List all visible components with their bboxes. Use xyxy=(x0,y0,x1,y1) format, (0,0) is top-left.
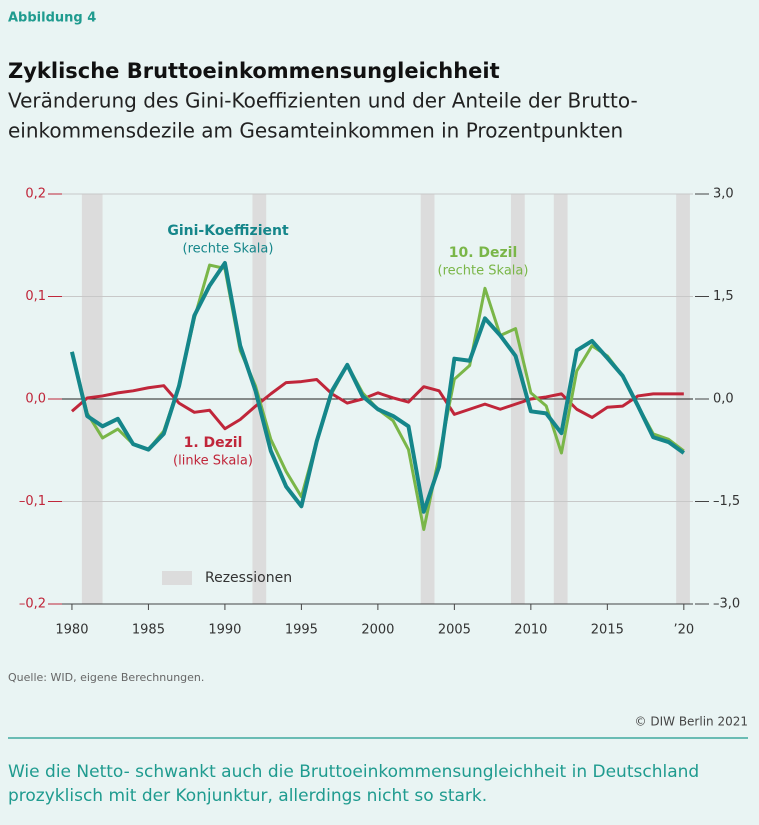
series-note: (rechte Skala) xyxy=(183,242,274,257)
legend-label: Rezessionen xyxy=(205,570,292,586)
y-tick-label: 0,0 xyxy=(25,392,46,407)
y-tick-label: 0,2 xyxy=(25,187,46,202)
x-tick-label: 1985 xyxy=(132,623,165,638)
x-tick-label: 1980 xyxy=(55,623,88,638)
x-tick-label: 2015 xyxy=(591,623,624,638)
x-tick-label: 1995 xyxy=(285,623,318,638)
chart-title: Zyklische Bruttoeinkommensungleichheit xyxy=(8,59,500,83)
series-note: (linke Skala) xyxy=(173,454,253,469)
plot: 0,2 0,1 0,0 –0,1 –0,2 3,0 1,5 0,0 –1,5 –3,0 1980 19… xyxy=(19,187,740,638)
y2-tick-label: 1,5 xyxy=(713,289,734,304)
subtitle: einkommensdezile am Gesamteinkommen in P… xyxy=(8,119,623,143)
series-label: 1. Dezil xyxy=(184,435,243,451)
y-tick-label: –0,2 xyxy=(19,597,46,612)
x-tick-label: 2005 xyxy=(438,623,471,638)
copyright: © DIW Berlin 2021 xyxy=(635,715,748,729)
x-tick-label: 2000 xyxy=(361,623,394,638)
series-line xyxy=(70,263,685,532)
y2-tick-label: 3,0 xyxy=(713,187,734,202)
series-line xyxy=(69,261,685,514)
series-label: 10. Dezil xyxy=(449,245,518,261)
y2-tick-label: –3,0 xyxy=(713,597,740,612)
series-line xyxy=(70,378,684,431)
x-tick-label: 1990 xyxy=(208,623,241,638)
source: Quelle: WID, eigene Berechnungen. xyxy=(8,671,204,684)
x-tick-label: ’20 xyxy=(673,623,694,638)
y2-tick-label: –1,5 xyxy=(713,494,740,509)
legend-swatch xyxy=(162,571,192,585)
x-tick-label: 2010 xyxy=(514,623,547,638)
summary: prozyklisch mit der Konjunktur, allerdin… xyxy=(8,786,487,806)
subtitle: Veränderung des Gini-Koeffizienten und d… xyxy=(8,89,638,113)
y-tick-label: 0,1 xyxy=(25,289,46,304)
series-note: (rechte Skala) xyxy=(438,264,529,279)
summary: Wie die Netto- schwankt auch die Bruttoe… xyxy=(8,762,699,782)
y-tick-label: –0,1 xyxy=(19,494,46,509)
y2-tick-label: 0,0 xyxy=(713,392,734,407)
series-label: Gini-Koeffizient xyxy=(167,223,289,239)
figure-label: Abbildung 4 xyxy=(8,11,96,26)
